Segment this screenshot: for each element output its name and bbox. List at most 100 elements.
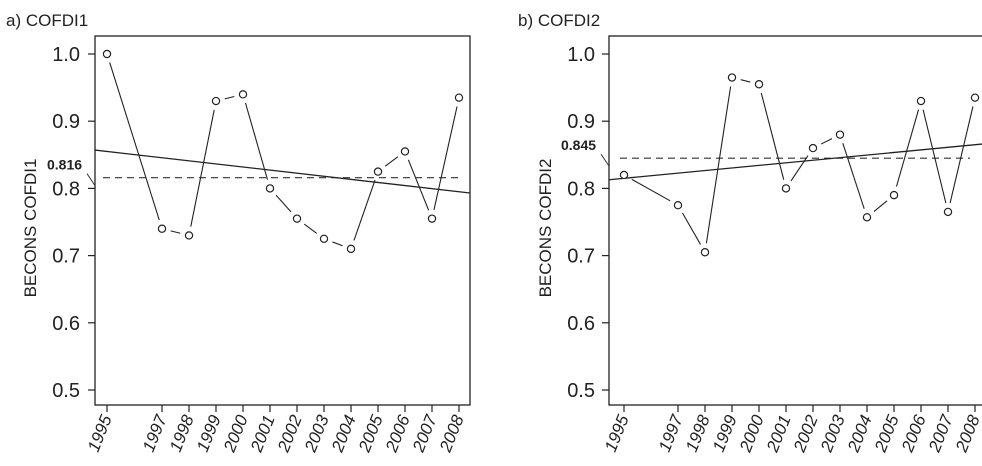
plot-frame — [608, 35, 982, 406]
x-tick-label: 2005 — [355, 412, 387, 456]
data-point — [102, 49, 112, 59]
connector-segment — [949, 106, 974, 204]
data-point — [700, 248, 710, 257]
y-tick-label: 0.6 — [52, 313, 80, 335]
data-point — [619, 170, 629, 180]
reference-leader — [86, 173, 96, 186]
connector-segment — [820, 138, 833, 145]
data-point — [862, 213, 872, 222]
connector-segment — [244, 102, 269, 180]
y-ticks: 0.5 0.6 0.7 0.8 0.9 1.0 — [52, 44, 95, 402]
trend-solid-line — [608, 143, 982, 181]
data-point — [319, 234, 329, 243]
trend-solid-line — [94, 149, 471, 194]
data-points — [619, 73, 980, 257]
panel-title: a) COFDI1 — [6, 11, 88, 30]
y-tick-label: 0.8 — [52, 178, 80, 200]
data-point — [238, 90, 248, 99]
connector-segment — [275, 194, 292, 213]
x-tick-label: 2008 — [436, 412, 468, 456]
y-tick-label: 0.8 — [567, 178, 595, 200]
x-tick-label: 2008 — [952, 412, 982, 456]
data-point — [889, 190, 899, 200]
trend-line — [608, 143, 982, 181]
connector-segment — [922, 109, 947, 204]
reference-leader — [600, 153, 610, 167]
data-point — [346, 244, 356, 254]
x-tick-label: 2006 — [382, 412, 414, 456]
y-tick-label: 0.5 — [52, 380, 80, 402]
x-tick-label: 2007 — [925, 412, 957, 456]
connector-segment — [760, 92, 785, 180]
connector-segment — [705, 86, 732, 244]
reference-line: 0.845 — [561, 137, 970, 167]
connector-segment — [631, 178, 671, 202]
connector-segment — [353, 179, 376, 241]
x-tick-label: 2003 — [301, 412, 333, 456]
connector-segment — [170, 230, 181, 234]
data-point — [292, 214, 302, 223]
data-point — [943, 207, 953, 217]
connector-segment — [224, 95, 235, 100]
x-tick-label: 2007 — [409, 412, 441, 456]
connector-lines — [109, 62, 458, 247]
connector-segment — [384, 156, 399, 167]
x-tick-label: 2002 — [274, 412, 306, 456]
data-point — [835, 130, 845, 139]
data-point — [808, 143, 818, 153]
data-points — [102, 49, 464, 254]
data-point — [211, 96, 221, 106]
x-tick-label: 2004 — [844, 412, 876, 455]
reference-label: 0.816 — [47, 157, 82, 173]
panel-cofdi2: b) COFDI2 BECONS COFDI2 0.5 0.6 0.7 0.8 0.9 1… — [518, 11, 982, 455]
x-ticks: 1995 199719981999200020012002200320042005… — [601, 405, 982, 455]
connector-segment — [433, 106, 458, 210]
x-tick-label: 2004 — [328, 412, 360, 455]
x-tick-label: 1995 — [601, 412, 633, 455]
data-point — [754, 80, 764, 89]
y-tick-label: 1.0 — [52, 44, 80, 66]
x-tick-label: 2000 — [736, 412, 768, 456]
panel-cofdi1: a) COFDI1 BECONS COFDI1 0.5 0.6 0.7 0.8 0.9 1… — [6, 11, 471, 455]
connector-segment — [407, 159, 430, 211]
data-point — [373, 167, 383, 176]
connector-segment — [873, 200, 888, 213]
y-tick-label: 0.5 — [567, 380, 595, 402]
x-tick-label: 2003 — [817, 412, 849, 456]
data-point — [184, 231, 194, 240]
data-point — [916, 96, 926, 106]
x-tick-label: 2001 — [763, 412, 795, 455]
connector-segment — [332, 241, 343, 247]
x-tick-label: 2002 — [790, 412, 822, 456]
plot-frame — [94, 35, 471, 406]
data-point — [265, 184, 275, 193]
reference-line: 0.816 — [47, 157, 458, 186]
x-tick-label: 2005 — [871, 412, 903, 456]
x-tick-label: 1995 — [84, 412, 116, 455]
y-tick-label: 0.7 — [567, 246, 595, 268]
data-point — [970, 93, 980, 102]
data-point — [400, 147, 410, 156]
x-tick-label: 2000 — [220, 412, 252, 456]
x-tick-label: 2001 — [247, 412, 279, 455]
connector-segment — [682, 212, 701, 245]
data-point — [727, 73, 737, 82]
y-tick-label: 0.6 — [567, 313, 595, 335]
y-tick-label: 0.7 — [52, 246, 80, 268]
reference-label: 0.845 — [561, 137, 596, 153]
connector-lines — [631, 79, 974, 245]
y-axis-label: BECONS COFDI2 — [536, 159, 555, 298]
data-point — [673, 200, 683, 210]
y-axis-label: BECONS COFDI1 — [21, 159, 40, 298]
connector-segment — [303, 223, 318, 234]
x-ticks: 1995 199719981999200020012002200320042005… — [84, 405, 468, 455]
trend-line — [94, 149, 471, 194]
connector-segment — [740, 79, 751, 83]
connector-segment — [895, 109, 920, 187]
data-point — [157, 224, 167, 233]
x-tick-label: 2006 — [898, 412, 930, 456]
data-point — [427, 214, 437, 223]
connector-segment — [790, 155, 809, 182]
panel-title: b) COFDI2 — [518, 11, 600, 30]
